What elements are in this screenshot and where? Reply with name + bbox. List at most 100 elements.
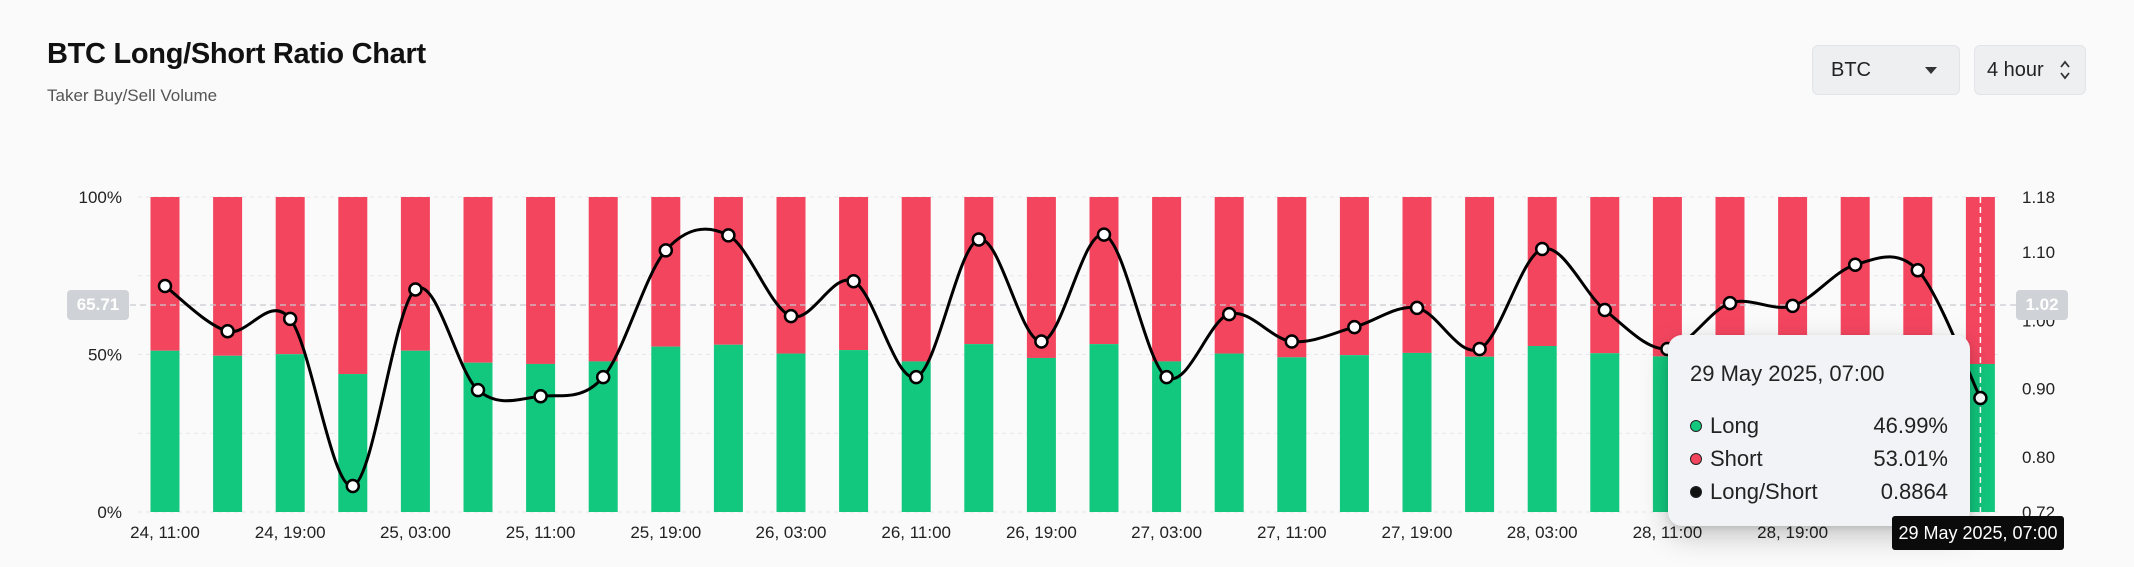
ratio-point[interactable] <box>1534 241 1550 257</box>
ratio-point[interactable] <box>345 478 361 494</box>
long-bar[interactable] <box>839 350 869 512</box>
ratio-point[interactable] <box>1034 334 1049 349</box>
ratio-point[interactable] <box>1785 298 1800 314</box>
short-bar[interactable] <box>150 197 180 351</box>
chart-tooltip: 29 May 2025, 07:00 Long 46.99% Short 53.… <box>1668 335 1970 526</box>
x-tick-label: 28, 19:00 <box>1757 523 1828 542</box>
short-bar[interactable] <box>1840 197 1870 348</box>
long-bar[interactable] <box>526 363 556 512</box>
short-bar[interactable] <box>1152 197 1182 362</box>
ratio-point[interactable] <box>1910 263 1926 278</box>
ratio-point[interactable] <box>1973 390 1988 406</box>
ratio-point[interactable] <box>721 228 736 243</box>
long-bar[interactable] <box>901 361 931 512</box>
ratio-point[interactable] <box>470 382 486 398</box>
short-bar[interactable] <box>1277 197 1307 358</box>
short-dot-icon <box>1690 452 1702 465</box>
ratio-point[interactable] <box>1221 306 1237 322</box>
x-tick-label: 25, 03:00 <box>380 523 451 542</box>
ratio-point[interactable] <box>1847 257 1863 273</box>
ratio-point[interactable] <box>408 282 423 297</box>
short-bar[interactable] <box>338 197 368 375</box>
short-bar[interactable] <box>1465 197 1495 357</box>
long-bar[interactable] <box>1402 352 1432 512</box>
x-tick-label: 24, 11:00 <box>130 523 200 542</box>
ratio-point[interactable] <box>658 243 674 258</box>
ratio-point[interactable] <box>971 232 987 247</box>
ratio-dot-icon <box>1690 485 1702 498</box>
long-bar[interactable] <box>1527 345 1557 512</box>
long-bar[interactable] <box>1277 357 1307 512</box>
tooltip-value: 46.99% <box>1873 412 1948 438</box>
short-bar[interactable] <box>964 197 994 345</box>
short-bar[interactable] <box>463 197 493 363</box>
tooltip-date: 29 May 2025, 07:00 <box>1690 361 1885 386</box>
short-bar[interactable] <box>1527 197 1557 346</box>
short-bar[interactable] <box>526 197 556 364</box>
long-bar[interactable] <box>1152 361 1182 512</box>
page-title: BTC Long/Short Ratio Chart <box>47 38 426 70</box>
ratio-point[interactable] <box>1722 295 1738 311</box>
ratio-point[interactable] <box>846 273 861 289</box>
ratio-point[interactable] <box>1472 341 1487 357</box>
short-bar[interactable] <box>839 197 869 351</box>
short-bar[interactable] <box>588 197 618 362</box>
short-bar[interactable] <box>901 197 931 362</box>
ratio-point[interactable] <box>220 323 235 339</box>
y-right-tick-label: 1.10 <box>2022 243 2055 262</box>
short-bar[interactable] <box>1652 197 1682 357</box>
ratio-point[interactable] <box>595 369 611 385</box>
long-bar[interactable] <box>275 354 305 512</box>
ratio-point[interactable] <box>783 308 799 324</box>
short-bar[interactable] <box>1026 197 1056 358</box>
y-left-tick-label: 100% <box>79 188 122 207</box>
long-bar[interactable] <box>1339 355 1369 512</box>
interval-select[interactable]: 4 hour <box>1974 45 2086 95</box>
ratio-point[interactable] <box>1284 334 1300 349</box>
short-bar[interactable] <box>1402 197 1432 353</box>
ratio-point[interactable] <box>1096 227 1112 242</box>
y-right-tick-label: 0.80 <box>2022 448 2055 467</box>
long-bar[interactable] <box>150 350 180 512</box>
ratio-point[interactable] <box>1159 369 1174 385</box>
long-bar[interactable] <box>776 353 806 512</box>
short-bar[interactable] <box>400 197 430 351</box>
long-bar[interactable] <box>400 350 430 512</box>
ratio-line <box>164 227 1982 488</box>
ratio-point[interactable] <box>533 389 548 404</box>
long-bar[interactable] <box>1590 353 1620 512</box>
short-bar[interactable] <box>651 197 681 347</box>
long-bar[interactable] <box>651 346 681 512</box>
ratio-point[interactable] <box>282 311 298 327</box>
x-tick-label: 28, 11:00 <box>1633 523 1703 542</box>
ratio-point[interactable] <box>1597 302 1613 318</box>
x-tick-label: 24, 19:00 <box>255 523 326 542</box>
short-bar[interactable] <box>1214 197 1244 354</box>
x-tick-label: 26, 03:00 <box>756 523 827 542</box>
short-bar[interactable] <box>1089 197 1119 345</box>
short-bar[interactable] <box>1715 197 1745 353</box>
x-tick-label: 27, 03:00 <box>1131 523 1202 542</box>
tooltip-label: Short <box>1710 445 1763 471</box>
long-bar[interactable] <box>1214 353 1244 512</box>
chevron-down-icon <box>1925 67 1937 74</box>
ratio-point[interactable] <box>1409 300 1425 316</box>
long-bar[interactable] <box>1026 357 1056 512</box>
tooltip-label: Long <box>1710 412 1759 438</box>
long-bar[interactable] <box>713 344 743 512</box>
ratio-point[interactable] <box>1347 319 1362 335</box>
long-bar[interactable] <box>1089 344 1119 512</box>
short-bar[interactable] <box>1778 197 1808 353</box>
long-bar[interactable] <box>964 344 994 512</box>
short-bar[interactable] <box>1590 197 1620 354</box>
long-bar[interactable] <box>1465 356 1495 512</box>
ratio-point[interactable] <box>157 278 173 294</box>
tooltip-row-long: Long 46.99% <box>1690 409 1948 442</box>
short-bar[interactable] <box>713 197 743 345</box>
long-bar[interactable] <box>213 355 243 512</box>
ratio-point[interactable] <box>908 369 924 385</box>
short-bar[interactable] <box>776 197 806 354</box>
crosshair-left-value: 65.71 <box>67 290 129 320</box>
short-bar[interactable] <box>275 197 305 355</box>
coin-select[interactable]: BTC <box>1812 45 1960 95</box>
